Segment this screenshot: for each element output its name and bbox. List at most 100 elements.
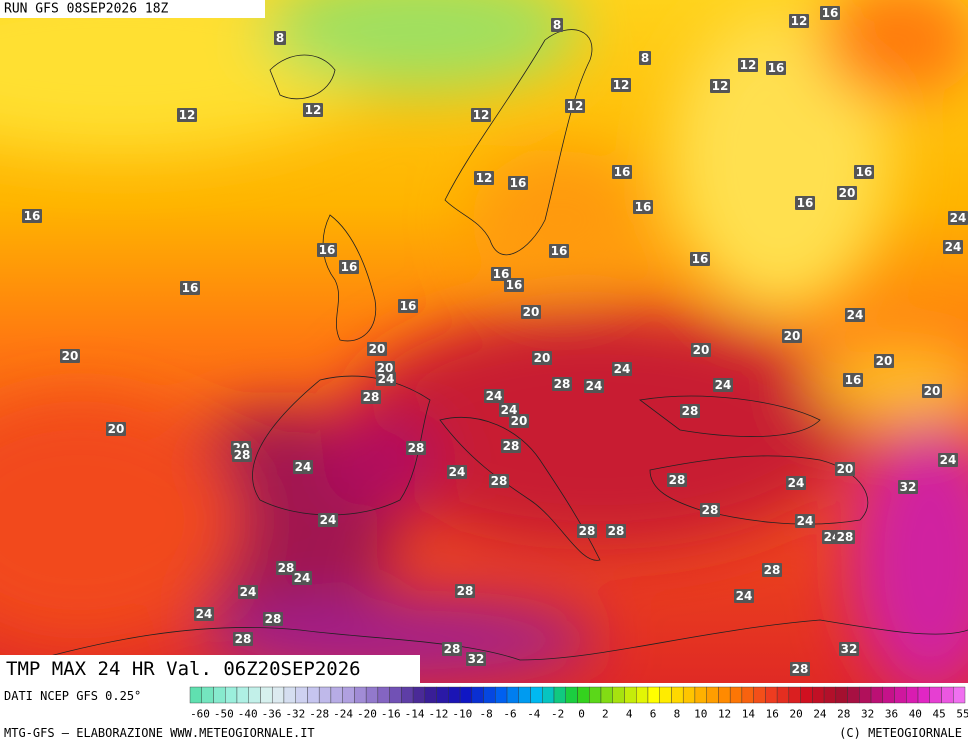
scale-tick-label: 36 bbox=[885, 708, 898, 721]
label-box bbox=[318, 513, 338, 527]
label-box bbox=[292, 571, 312, 585]
label-box bbox=[843, 373, 863, 387]
scale-swatch bbox=[870, 686, 884, 704]
temperature-label: 24 bbox=[486, 389, 503, 403]
label-box bbox=[376, 372, 396, 386]
label-box bbox=[938, 453, 958, 467]
scale-tick-label: 20 bbox=[789, 708, 802, 721]
scale-swatch bbox=[483, 686, 496, 704]
scale-swatch bbox=[471, 686, 484, 704]
temperature-label: 20 bbox=[693, 343, 710, 357]
temperature-label: 12 bbox=[712, 79, 729, 93]
label-box bbox=[786, 476, 806, 490]
label-box bbox=[361, 390, 381, 404]
temperature-label: 28 bbox=[278, 561, 295, 575]
label-box bbox=[766, 61, 786, 75]
label-box bbox=[406, 441, 426, 455]
scale-swatch bbox=[823, 686, 837, 704]
temperature-label: 12 bbox=[567, 99, 584, 113]
scale-tick-label: 2 bbox=[602, 708, 609, 721]
scale-tick-label: -4 bbox=[527, 708, 541, 721]
scale-tick-label: 12 bbox=[718, 708, 731, 721]
temperature-label: 24 bbox=[847, 308, 864, 322]
label-box bbox=[943, 240, 963, 254]
label-box bbox=[106, 422, 126, 436]
temperature-label: 20 bbox=[924, 384, 941, 398]
temperature-label: 8 bbox=[641, 51, 649, 65]
label-box bbox=[691, 343, 711, 357]
label-box bbox=[521, 305, 541, 319]
scale-tick-label: -24 bbox=[333, 708, 353, 721]
label-box bbox=[734, 589, 754, 603]
temperature-label: 16 bbox=[24, 209, 41, 223]
temperature-label: 20 bbox=[534, 351, 551, 365]
label-box bbox=[22, 209, 42, 223]
label-box bbox=[606, 524, 626, 538]
scale-tick-label: -8 bbox=[480, 708, 493, 721]
temperature-label: 20 bbox=[523, 305, 540, 319]
label-box bbox=[180, 281, 200, 295]
label-box bbox=[367, 342, 387, 356]
scale-swatch bbox=[647, 686, 660, 704]
label-box bbox=[232, 448, 252, 462]
temperature-label: 12 bbox=[476, 171, 493, 185]
label-box bbox=[835, 462, 855, 476]
scale-swatch bbox=[401, 686, 414, 704]
scale-swatch bbox=[941, 686, 954, 704]
label-box bbox=[455, 584, 475, 598]
temperature-label: 16 bbox=[341, 260, 358, 274]
scale-tick-label: 14 bbox=[742, 708, 756, 721]
temperature-label: 24 bbox=[378, 372, 395, 386]
temperature-label: 28 bbox=[491, 474, 508, 488]
label-box bbox=[690, 252, 710, 266]
footer-right: (C) METEOGIORNALE bbox=[839, 726, 962, 740]
label-box bbox=[263, 612, 283, 626]
temperature-label: 16 bbox=[493, 267, 510, 281]
scale-tick-label: -32 bbox=[285, 708, 305, 721]
scale-swatch bbox=[530, 686, 543, 704]
scale-swatch bbox=[412, 686, 426, 704]
label-box bbox=[276, 561, 296, 575]
temperature-label: 20 bbox=[876, 354, 893, 368]
temperature-label: 16 bbox=[692, 252, 709, 266]
label-box bbox=[565, 99, 585, 113]
scale-swatch bbox=[741, 686, 754, 704]
label-box bbox=[504, 278, 524, 292]
title-box bbox=[0, 655, 420, 683]
scale-swatch bbox=[248, 686, 261, 704]
label-box bbox=[789, 14, 809, 28]
temperature-label: 16 bbox=[510, 176, 527, 190]
label-box bbox=[551, 18, 563, 32]
label-box bbox=[233, 632, 253, 646]
label-box bbox=[447, 465, 467, 479]
temperature-label: 24 bbox=[797, 514, 814, 528]
scale-swatch bbox=[835, 686, 848, 704]
temperature-label: 24 bbox=[196, 607, 213, 621]
label-box bbox=[375, 361, 395, 375]
label-box bbox=[762, 563, 782, 577]
temperature-label: 28 bbox=[444, 642, 461, 656]
scale-swatch bbox=[318, 686, 332, 704]
scale-tick-label: 45 bbox=[933, 708, 946, 721]
temperature-label: 32 bbox=[900, 480, 917, 494]
temperature-label: 16 bbox=[614, 165, 631, 179]
label-box bbox=[293, 460, 313, 474]
temperature-label: 16 bbox=[856, 165, 873, 179]
label-box bbox=[680, 404, 700, 418]
scale-swatch bbox=[236, 686, 249, 704]
scale-tick-label: 55 bbox=[956, 708, 968, 721]
label-box bbox=[839, 642, 859, 656]
legend-source: DATI NCEP GFS 0.25° bbox=[4, 689, 141, 703]
label-box bbox=[491, 267, 511, 281]
temperature-label: 24 bbox=[736, 589, 753, 603]
scale-swatch bbox=[906, 686, 919, 704]
scale-swatch bbox=[612, 686, 625, 704]
scale-tick-label: 0 bbox=[578, 708, 585, 721]
temperature-label: 16 bbox=[182, 281, 199, 295]
scale-swatch bbox=[577, 686, 590, 704]
scale-swatch bbox=[424, 686, 437, 704]
scale-swatch bbox=[882, 686, 895, 704]
scale-tick-label: -36 bbox=[262, 708, 282, 721]
label-box bbox=[303, 103, 323, 117]
label-box bbox=[466, 652, 486, 666]
